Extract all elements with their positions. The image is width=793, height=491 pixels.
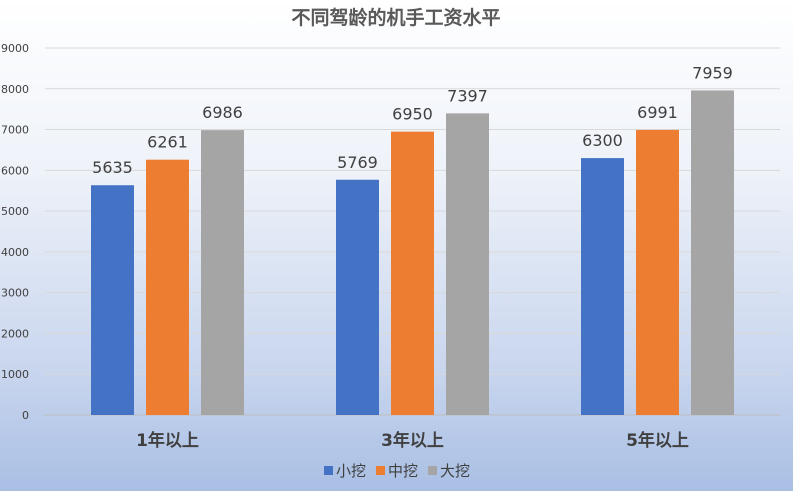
data-label: 5769 (337, 153, 378, 172)
y-tick-label: 5000 (1, 205, 29, 218)
bar (691, 90, 734, 415)
y-tick-label: 4000 (1, 246, 29, 259)
x-tick-label: 5年以上 (626, 430, 689, 451)
y-tick-label: 0 (22, 409, 29, 422)
x-tick-label: 3年以上 (381, 430, 444, 451)
y-tick-label: 8000 (1, 83, 29, 96)
data-label: 6986 (202, 103, 243, 122)
legend-label: 中挖 (388, 462, 418, 480)
bar (391, 131, 434, 415)
data-labels: 5635 6261 6986 5769 6950 7397 6300 6991 7959 (92, 63, 733, 177)
data-label: 6300 (582, 131, 623, 150)
bar (91, 185, 134, 415)
y-tick-label: 7000 (1, 124, 29, 137)
data-label: 6950 (392, 105, 433, 124)
y-tick-label: 1000 (1, 368, 29, 381)
bar (336, 179, 379, 415)
legend-swatch (376, 466, 385, 475)
bar (636, 129, 679, 416)
data-label: 5635 (92, 158, 133, 177)
y-tick-label: 9000 (1, 42, 29, 55)
legend-swatch (428, 466, 437, 475)
legend-label: 大挖 (440, 462, 470, 480)
y-tick-label: 2000 (1, 327, 29, 340)
data-label: 7959 (692, 63, 733, 82)
bar (446, 113, 489, 416)
bar (581, 158, 624, 415)
y-axis-ticks: 0 1000 2000 3000 4000 5000 6000 7000 8000 9000 (1, 42, 29, 422)
x-axis-ticks: 1年以上 3年以上 5年以上 (136, 430, 689, 451)
data-label: 6991 (637, 103, 678, 122)
bar (201, 130, 244, 415)
chart-title: 不同驾龄的机手工资水平 (291, 6, 500, 29)
bars (91, 90, 734, 416)
bar (146, 159, 189, 415)
x-tick-label: 1年以上 (136, 430, 199, 451)
y-tick-label: 6000 (1, 164, 29, 177)
legend-swatch (324, 466, 333, 475)
data-label: 7397 (447, 86, 488, 105)
legend: 小挖 中挖 大挖 (324, 462, 470, 480)
legend-label: 小挖 (336, 462, 366, 480)
y-tick-label: 3000 (1, 287, 29, 300)
data-label: 6261 (147, 133, 188, 152)
